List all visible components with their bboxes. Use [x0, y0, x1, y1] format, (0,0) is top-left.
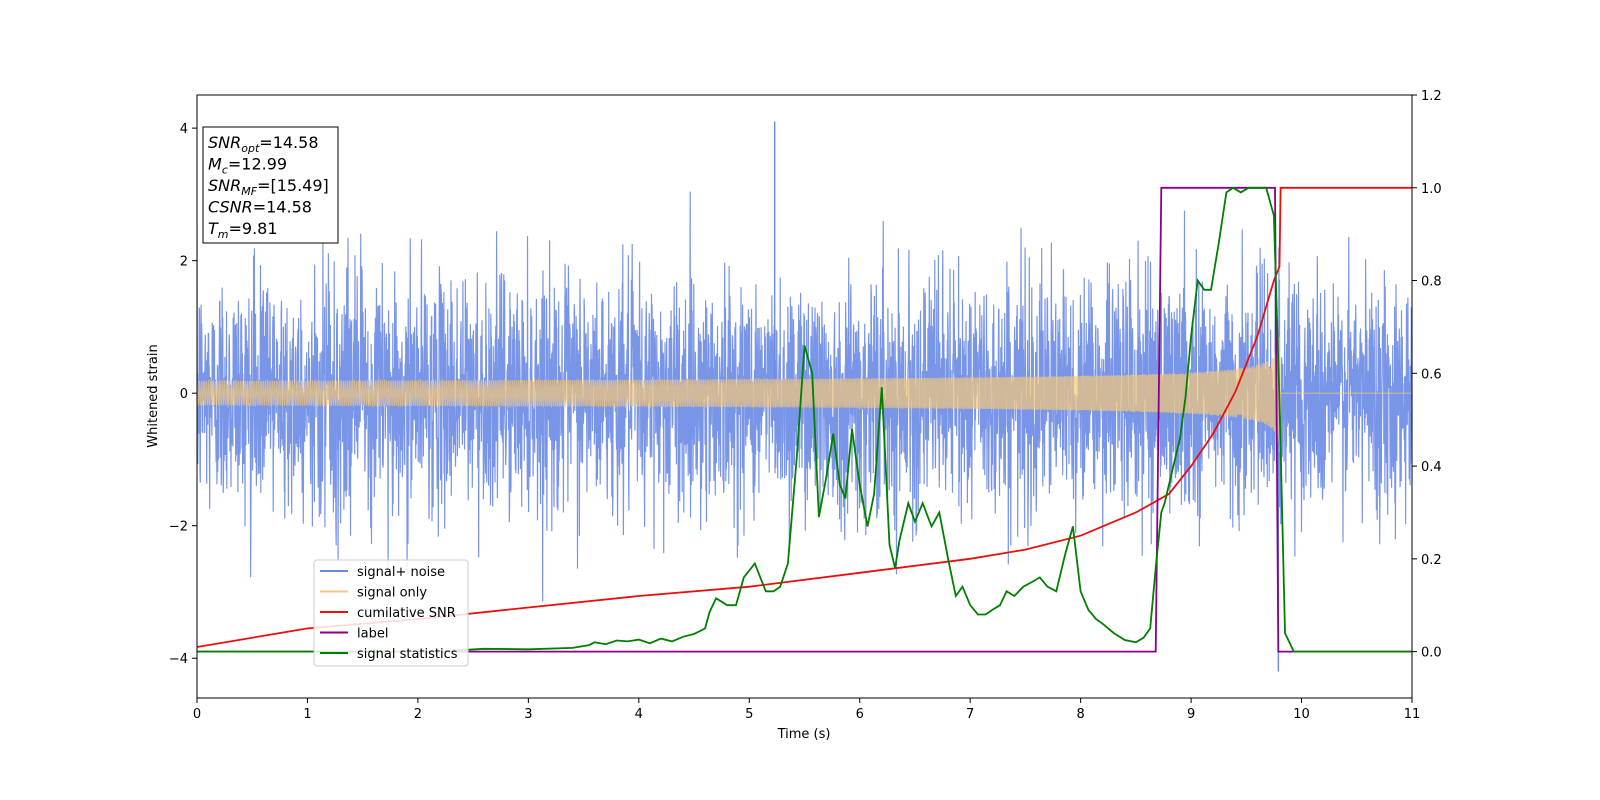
x-tick-label: 3 [524, 707, 532, 722]
legend-label-3: label [357, 627, 388, 642]
x-tick-label: 11 [1404, 707, 1421, 722]
plot-area [197, 121, 1412, 672]
y-tick-label-right: 1.0 [1421, 182, 1442, 197]
annotation-line-2: SNRMF=[15.49] [208, 176, 329, 198]
series-line-signal-statistics [197, 186, 1412, 653]
y-tick-label-right: 0.2 [1421, 553, 1442, 568]
x-tick-label: 5 [745, 707, 753, 722]
axes: 0 1 2 3 4 5 6 7 8 9 10 11 −4 −2 0 2 4 0.0 0.2 0.4 0.6 0.8 1.0 1… [169, 89, 1442, 722]
series-line-signal-only [197, 336, 1412, 453]
y-tick-label-left: 0 [180, 387, 188, 402]
y-tick-label-right: 1.2 [1421, 89, 1442, 104]
legend-label-4: signal statistics [357, 647, 458, 662]
y-tick-label-right: 0.6 [1421, 367, 1442, 382]
x-tick-label: 0 [193, 707, 201, 722]
annotation-frame [202, 126, 339, 244]
y-axis-label: Whitened strain [146, 344, 161, 447]
legend-frame [313, 559, 469, 667]
axes-frame [196, 94, 1413, 699]
annotation-box: SNRopt=14.58Mc=12.99SNRMF=[15.49]CSNR=14… [202, 126, 339, 244]
x-tick-label: 8 [1076, 707, 1084, 722]
annotation-line-0: SNRopt=14.58 [208, 133, 319, 155]
y-tick-label-left: −4 [169, 652, 188, 667]
annotation-line-3: CSNR=14.58 [208, 198, 312, 217]
annotation-line-1: Mc=12.99 [208, 155, 287, 177]
x-tick-label: 1 [303, 707, 311, 722]
legend-label-0: signal+ noise [357, 565, 445, 580]
y-tick-label-left: −2 [169, 520, 188, 535]
y-tick-label-right: 0.0 [1421, 646, 1442, 661]
x-tick-label: 7 [966, 707, 974, 722]
y-tick-label-left: 2 [180, 255, 188, 270]
x-tick-label: 2 [414, 707, 422, 722]
y-tick-label-left: 4 [180, 122, 188, 137]
x-tick-label: 6 [856, 707, 864, 722]
legend-label-1: signal only [357, 586, 427, 601]
series-line-signal-noise [197, 191, 1412, 602]
x-tick-label: 9 [1187, 707, 1195, 722]
x-tick-label: 4 [635, 707, 643, 722]
x-axis-label: Time (s) [777, 727, 831, 742]
y-tick-label-right: 0.8 [1421, 275, 1442, 290]
y-tick-label-right: 0.4 [1421, 460, 1442, 475]
series-group [197, 121, 1412, 672]
series-line-cumilative-snr [197, 186, 1412, 648]
legend-label-2: cumilative SNR [357, 606, 456, 621]
legend: signal+ noise signal only cumilative SNR la… [313, 559, 469, 667]
annotation-line-4: Tm=9.81 [208, 219, 278, 241]
x-tick-label: 10 [1293, 707, 1310, 722]
